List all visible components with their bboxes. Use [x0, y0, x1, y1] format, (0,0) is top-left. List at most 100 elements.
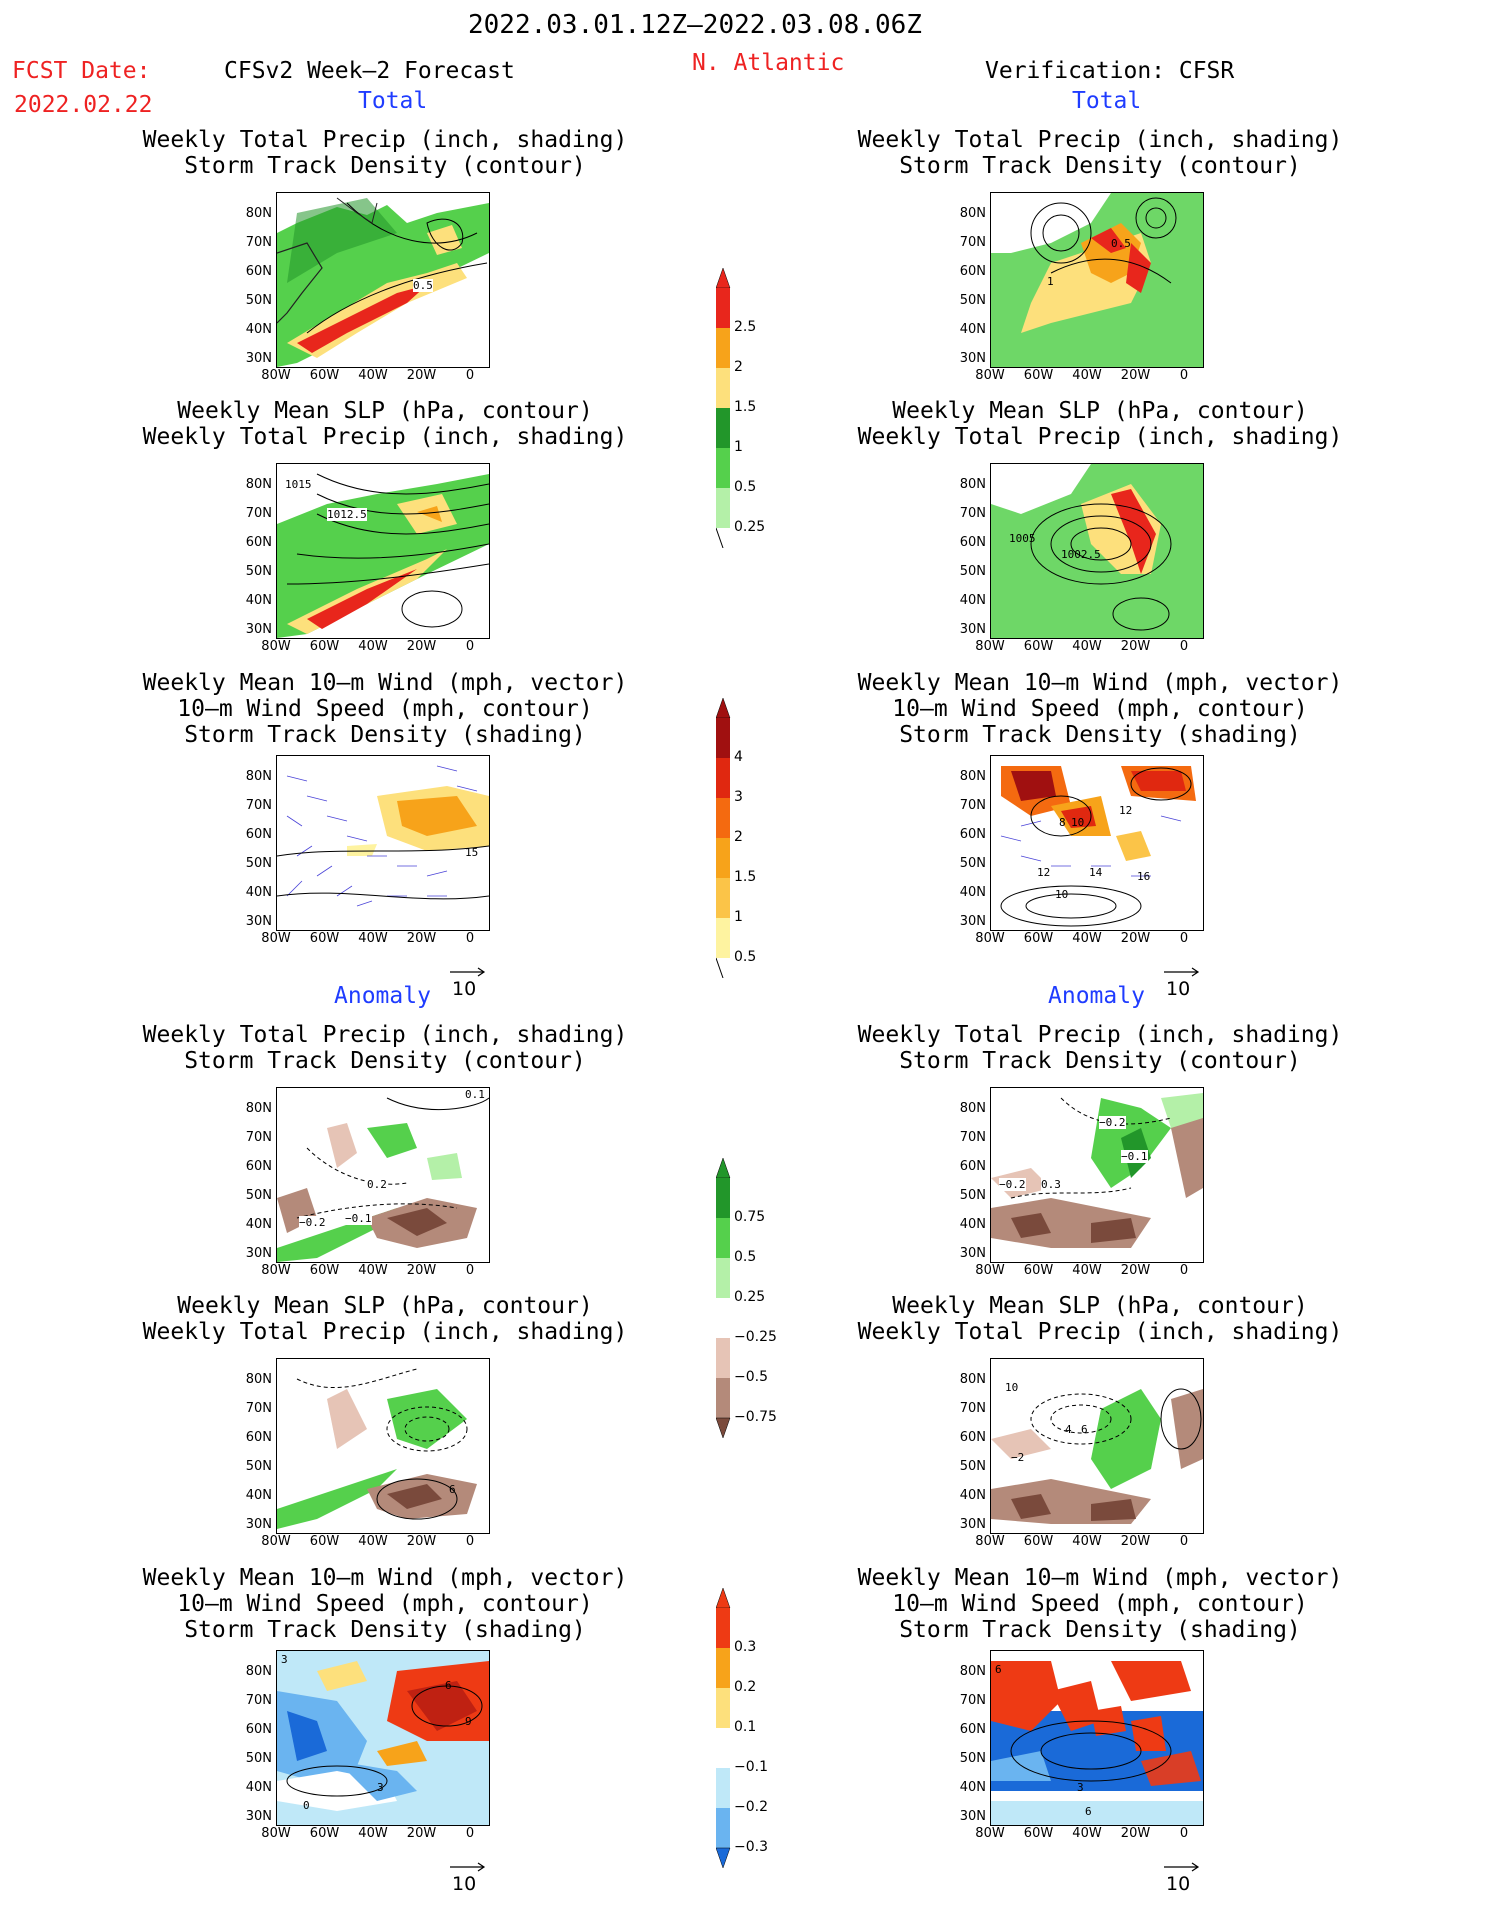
- map-label: 9: [465, 1715, 472, 1728]
- colorbar-graphic: [715, 697, 731, 979]
- title-left-wind-total: Weekly Mean 10—m Wind (mph, vector) 10—m…: [142, 670, 628, 748]
- lat-tick-label: 80N: [959, 769, 986, 784]
- lon-tick-label: 40W: [358, 1826, 388, 1841]
- colorbar-arrow-bottom: [715, 1417, 731, 1439]
- colorbar-tick-label: 0.25: [734, 1289, 766, 1305]
- lon-tick-label: 20W: [406, 1826, 437, 1841]
- colorbar-segment: [716, 838, 730, 878]
- lon-tick-label: 40W: [1072, 639, 1102, 654]
- map-label: 3: [377, 1781, 384, 1794]
- lon-tick-label: 20W: [1120, 368, 1151, 383]
- lat-tick-label: 50N: [245, 1751, 272, 1766]
- map-label: 0.5: [413, 279, 433, 292]
- lon-tick-label: 40W: [358, 931, 388, 946]
- lat-tick-label: 30N: [959, 1517, 986, 1532]
- title-right-slp-total: Weekly Mean SLP (hPa, contour) Weekly To…: [857, 398, 1343, 450]
- title-left-slp-anom: Weekly Mean SLP (hPa, contour) Weekly To…: [142, 1293, 628, 1345]
- lat-tick-label: 50N: [245, 1459, 272, 1474]
- region-title: N. Atlantic: [692, 50, 845, 76]
- map-label: 1012.5: [327, 508, 367, 521]
- map-right-slp-anom-graphic: [991, 1388, 1203, 1524]
- colorbar-segment: [716, 1298, 730, 1338]
- lat-tick-label: 80N: [959, 477, 986, 492]
- map-left-precip-anom-graphic: [277, 1097, 489, 1262]
- map-label: 0.2: [367, 1178, 387, 1191]
- colorbar-tick-label: 2: [734, 829, 743, 845]
- colorbar-storm-anom: 0.3 0.2 0.1 −0.1 −0.2 −0.3: [715, 1587, 776, 1912]
- colorbar-tick-label: −0.75: [734, 1409, 777, 1425]
- vector-ref-value: 10: [1166, 1873, 1191, 1895]
- lon-tick-label: 40W: [1072, 931, 1102, 946]
- colorbar-segment: [716, 1688, 730, 1728]
- map-label: 6: [1081, 1423, 1088, 1436]
- colorbar-segment: [716, 798, 730, 838]
- map-label: −0.2: [1099, 1116, 1126, 1129]
- fcst-date-value: 2022.02.22: [14, 92, 153, 118]
- map-label: 10: [1071, 816, 1085, 829]
- colorbar-precip-total: 2.5 2 1.5 1 0.5 0.25: [715, 267, 776, 552]
- right-column-title: Verification: CFSR: [985, 58, 1235, 84]
- map-left-wind-total-graphic: [277, 765, 489, 907]
- lat-tick-label: 50N: [959, 293, 986, 308]
- lat-tick-label: 60N: [245, 535, 272, 550]
- map-label: −0.2: [999, 1178, 1026, 1191]
- lon-tick-label: 0: [465, 1263, 475, 1278]
- map-left-precip-anom: 0.1 0.2 −0.2 −0.1: [276, 1087, 490, 1263]
- lat-tick-label: 40N: [959, 885, 986, 900]
- lat-tick-label: 70N: [245, 1401, 272, 1416]
- lat-tick-label: 50N: [959, 1459, 986, 1474]
- lat-tick-label: 30N: [245, 622, 272, 637]
- colorbar-tick-label: −0.25: [734, 1329, 777, 1345]
- lon-tick-label: 80W: [261, 1263, 291, 1278]
- colorbar-tick-label: 0.5: [734, 1249, 757, 1265]
- lon-tick-label: 60W: [309, 1534, 340, 1549]
- lat-tick-label: 60N: [959, 535, 986, 550]
- lat-tick-label: 70N: [959, 506, 986, 521]
- colorbar-tick-label: 1: [734, 909, 743, 925]
- colorbar-segment: [716, 1608, 730, 1648]
- map-right-wind-total: 8 10 12 12 14 16 10: [990, 755, 1204, 931]
- colorbar-tick-label: 2: [734, 359, 743, 375]
- map-label: 14: [1089, 866, 1103, 879]
- colorbar-tick-label: −0.3: [734, 1839, 768, 1855]
- lon-tick-label: 60W: [1023, 1263, 1054, 1278]
- colorbar-graphic: [715, 1587, 731, 1869]
- lon-tick-label: 40W: [1072, 1534, 1102, 1549]
- lon-tick-label: 20W: [406, 931, 437, 946]
- lat-tick-label: 40N: [245, 322, 272, 337]
- lat-tick-label: 60N: [245, 1430, 272, 1445]
- lon-tick-label: 0: [1179, 931, 1189, 946]
- map-label: 1: [1047, 275, 1054, 288]
- lat-tick-label: 60N: [959, 827, 986, 842]
- lon-tick-label: 80W: [261, 639, 291, 654]
- map-left-wind-anom: 3 6 9 0 3: [276, 1650, 490, 1826]
- left-total-label: Total: [358, 88, 428, 114]
- map-left-wind-total: 15: [276, 755, 490, 931]
- map-label: 15: [465, 846, 479, 859]
- lat-tick-label: 60N: [959, 264, 986, 279]
- lon-tick-label: 0: [1179, 1534, 1189, 1549]
- lon-tick-label: 80W: [975, 368, 1005, 383]
- lon-tick-label: 60W: [1023, 368, 1054, 383]
- lat-tick-label: 40N: [959, 1217, 986, 1232]
- lat-tick-label: 30N: [959, 351, 986, 366]
- lon-tick-label: 20W: [1120, 1263, 1151, 1278]
- lon-tick-label: 0: [465, 931, 475, 946]
- colorbar-segment: [716, 1218, 730, 1258]
- lon-tick-label: 60W: [1023, 1534, 1054, 1549]
- colorbar-segment: [716, 488, 730, 528]
- fcst-date-label: FCST Date:: [12, 58, 151, 84]
- lon-tick-label: 40W: [1072, 1263, 1102, 1278]
- colorbar-tick-label: 0.75: [734, 1209, 766, 1225]
- lon-tick-label: 20W: [1120, 639, 1151, 654]
- map-right-slp-total: 1005 1002.5: [990, 463, 1204, 639]
- map-label: 1005: [1009, 532, 1036, 545]
- lon-tick-label: 80W: [975, 931, 1005, 946]
- lon-tick-label: 80W: [261, 1534, 291, 1549]
- colorbar-segment: [716, 1648, 730, 1688]
- map-right-precip-anom: −0.2 −0.1 −0.2 0.3: [990, 1087, 1204, 1263]
- lat-tick-label: 80N: [959, 1372, 986, 1387]
- lon-tick-label: 0: [465, 1534, 475, 1549]
- lon-tick-label: 80W: [975, 1534, 1005, 1549]
- map-right-wind-anom: 6 3 6: [990, 1650, 1204, 1826]
